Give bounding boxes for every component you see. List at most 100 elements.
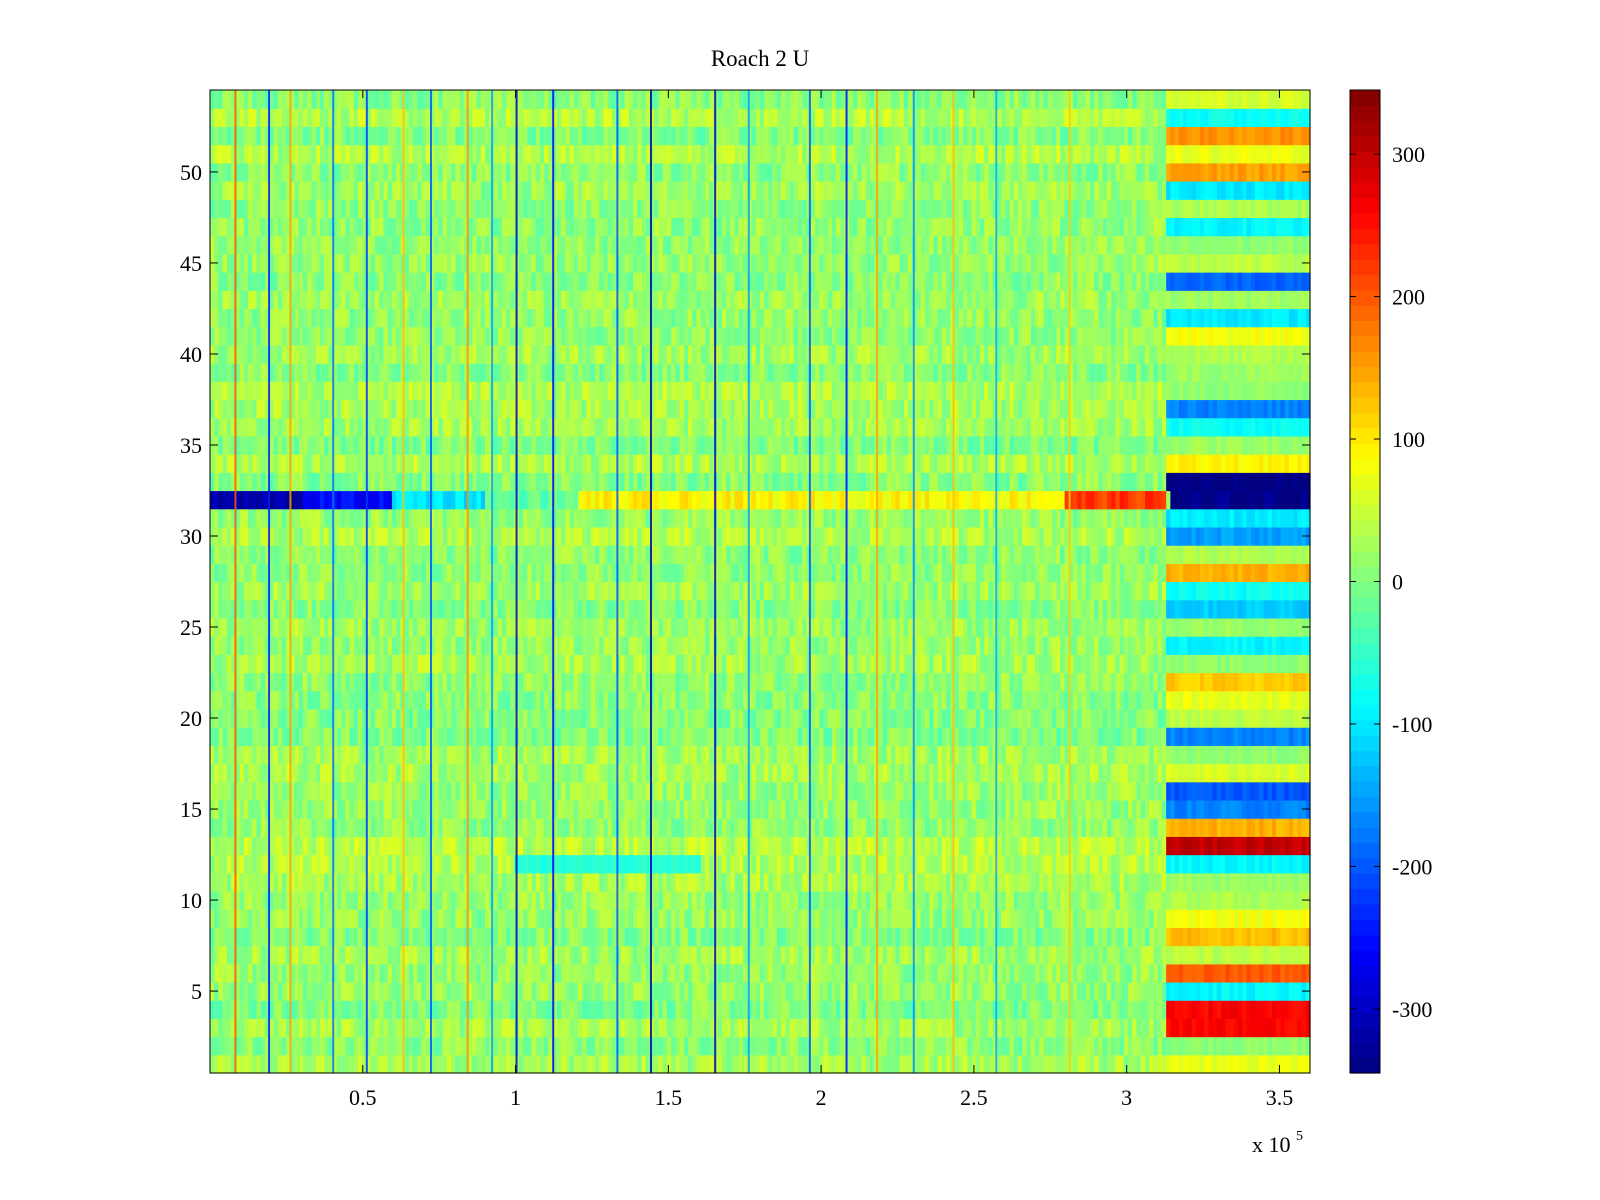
heatmap-cell (1051, 909, 1057, 928)
heatmap-cell (1187, 818, 1193, 837)
heatmap-cell (683, 927, 689, 947)
heatmap-cell (641, 981, 647, 1001)
heatmap-cell (810, 963, 816, 983)
heatmap-cell (734, 763, 740, 783)
heatmap-cell (1174, 872, 1180, 892)
heatmap-cell (459, 927, 465, 947)
heatmap-cell (675, 872, 681, 892)
heatmap-cell (882, 1000, 888, 1019)
heatmap-cell (1157, 890, 1163, 910)
heatmap-cell (692, 854, 698, 874)
heatmap-cell (485, 963, 490, 983)
heatmap-cell (925, 981, 930, 1001)
heatmap-cell (307, 836, 313, 856)
heatmap-cell (616, 781, 621, 801)
heatmap-cell (459, 945, 465, 965)
heatmap-cell (1039, 781, 1045, 801)
heatmap-cell (645, 745, 651, 765)
heatmap-cell (286, 818, 291, 837)
heatmap-cell (349, 781, 355, 801)
heatmap-cell (1284, 854, 1290, 874)
heatmap-cell (315, 927, 321, 947)
heatmap-cell (1094, 945, 1100, 965)
heatmap-cell (738, 1054, 744, 1074)
heatmap-cell (1013, 818, 1019, 837)
heatmap-cell (404, 927, 410, 947)
heatmap-cell (303, 890, 308, 910)
heatmap-cell (861, 1018, 867, 1038)
heatmap-cell (692, 963, 698, 983)
heatmap-cell (387, 836, 393, 856)
heatmap-cell (1051, 781, 1057, 801)
heatmap-cell (1128, 1054, 1133, 1074)
heatmap-cell (311, 708, 317, 728)
heatmap-cell (738, 727, 744, 746)
heatmap-cell (946, 927, 951, 947)
heatmap-cell (582, 945, 588, 965)
heatmap-cell (1064, 745, 1070, 765)
heatmap-cell (421, 927, 427, 947)
heatmap-cell (1305, 1054, 1311, 1074)
heatmap-cell (679, 745, 685, 765)
heatmap-cell (768, 818, 774, 837)
heatmap-cell (578, 854, 583, 874)
heatmap-cell (438, 909, 444, 928)
heatmap-cell (700, 981, 706, 1001)
heatmap-cell (853, 1018, 858, 1038)
heatmap-cell (1056, 872, 1061, 892)
heatmap-cell (501, 745, 507, 765)
heatmap-cell (1259, 927, 1265, 947)
heatmap-cell (497, 781, 503, 801)
heatmap-cell (1195, 1054, 1201, 1074)
heatmap-cell (1102, 963, 1108, 983)
heatmap-cell (1140, 1018, 1146, 1038)
heatmap-cell (738, 781, 744, 801)
heatmap-cell (506, 818, 511, 837)
heatmap-cell (781, 981, 786, 1001)
heatmap-cell (705, 799, 710, 819)
heatmap-cell (1022, 818, 1028, 837)
heatmap-cell (370, 927, 376, 947)
heatmap-cell (865, 781, 871, 801)
heatmap-cell (1263, 781, 1269, 801)
heatmap-cell (1102, 872, 1108, 892)
heatmap-cell (603, 1036, 609, 1056)
heatmap-cell (290, 854, 296, 874)
heatmap-cell (1195, 909, 1201, 928)
heatmap-cell (396, 909, 401, 928)
heatmap-cell (1030, 836, 1036, 856)
heatmap-cell (624, 727, 630, 746)
heatmap-cell (1051, 872, 1057, 892)
heatmap-cell (578, 981, 583, 1001)
heatmap-cell (387, 1054, 393, 1074)
heatmap-cell (971, 872, 977, 892)
heatmap-cell (1043, 963, 1049, 983)
heatmap-cell (396, 836, 401, 856)
heatmap-cell (1081, 781, 1087, 801)
heatmap-cell (286, 872, 291, 892)
heatmap-cell (671, 1000, 676, 1019)
heatmap-cell (273, 799, 279, 819)
heatmap-cell (281, 981, 287, 1001)
heatmap-cell (624, 890, 630, 910)
heatmap-cell (798, 781, 803, 801)
heatmap-cell (281, 963, 287, 983)
heatmap-cell (683, 909, 689, 928)
heatmap-cell (941, 872, 947, 892)
heatmap-cell (1250, 854, 1256, 874)
heatmap-cell (920, 945, 926, 965)
heatmap-cell (1187, 927, 1193, 947)
heatmap-cell (755, 763, 761, 783)
heatmap-cell (383, 909, 389, 928)
heatmap-cell (379, 818, 385, 837)
heatmap-cell (1068, 799, 1074, 819)
heatmap-cell (1288, 909, 1294, 928)
heatmap-cell (666, 818, 672, 837)
heatmap-cell (438, 781, 444, 801)
heatmap-cell (341, 836, 346, 856)
heatmap-cell (269, 945, 275, 965)
heatmap-cell (599, 1018, 605, 1038)
heatmap-cell (789, 1054, 795, 1074)
heatmap-cell (336, 890, 342, 910)
heatmap-cell (1242, 727, 1248, 746)
